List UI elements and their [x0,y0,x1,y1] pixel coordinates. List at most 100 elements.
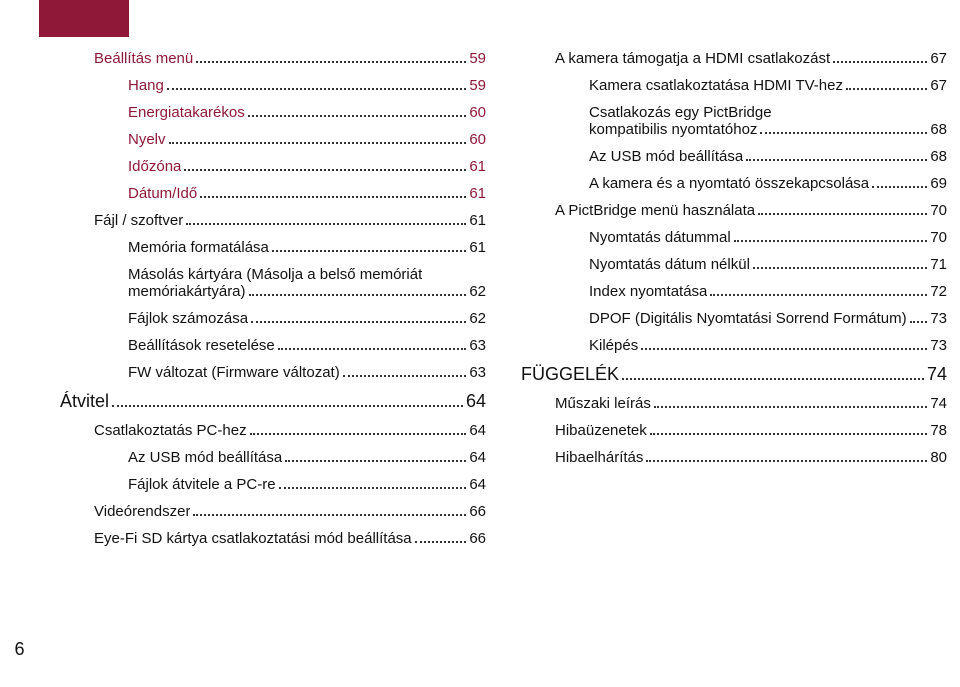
toc-entry: A kamera támogatja a HDMI csatlakozást 67 [555,50,947,67]
toc-title: Csatlakoztatás PC-hez [94,422,247,439]
toc-left-column: Beállítás menü59Hang59Energiatakarékos60… [60,50,486,657]
toc-leader-dots [343,368,467,377]
toc-title-text: memóriakártyára) [128,283,246,300]
toc-page-number: 59 [469,50,486,67]
toc-entry: Beállítás menü59 [94,50,486,67]
toc-page-number: 67 [930,50,947,67]
toc-page-number: 78 [930,422,947,439]
toc-leader-dots [833,54,927,63]
toc-page-number: 64 [469,476,486,493]
toc-title: FÜGGELÉK [521,364,619,385]
toc-container: Beállítás menü59Hang59Energiatakarékos60… [60,50,947,657]
toc-page-number: 66 [469,530,486,547]
toc-entry: Index nyomtatása72 [589,283,947,300]
toc-entry: Nyomtatás dátum nélkül 71 [589,256,947,273]
toc-entry: A kamera és a nyomtató összekapcsolása69 [589,175,947,192]
toc-title: Nyomtatás dátum nélkül [589,256,750,273]
toc-leader-dots [249,287,467,296]
toc-entry: Eye-Fi SD kártya csatlakoztatási mód beá… [94,530,486,547]
toc-title: FW változat (Firmware változat) [128,364,340,381]
toc-leader-dots [285,453,466,462]
toc-leader-dots [758,206,927,215]
toc-entry: Kamera csatlakoztatása HDMI TV-hez 67 [589,77,947,94]
toc-title: Memória formatálása [128,239,269,256]
toc-page-number: 80 [930,449,947,466]
toc-leader-dots [753,260,927,269]
toc-page-number: 64 [466,391,486,412]
toc-title: DPOF (Digitális Nyomtatási Sorrend Formá… [589,310,907,327]
toc-entry: Dátum/Idő61 [128,185,486,202]
toc-title: Nyelv [128,131,166,148]
toc-page-number: 60 [469,131,486,148]
toc-leader-dots [184,162,466,171]
toc-entry: Csatlakozás egy PictBridgekompatibilis n… [589,104,947,138]
toc-title: Kamera csatlakoztatása HDMI TV-hez [589,77,843,94]
toc-leader-dots [200,189,466,198]
toc-title: Hibaelhárítás [555,449,643,466]
toc-title: Az USB mód beállítása [128,449,282,466]
toc-leader-dots [186,216,466,225]
toc-page-number: 74 [927,364,947,385]
toc-page-number: 73 [930,310,947,327]
toc-title: A kamera és a nyomtató összekapcsolása [589,175,869,192]
toc-entry: FW változat (Firmware változat)63 [128,364,486,381]
toc-leader-dots [846,81,927,90]
toc-title: Átvitel [60,391,109,412]
page-number: 6 [14,639,24,660]
toc-leader-dots [196,54,466,63]
toc-title: Nyomtatás dátummal [589,229,731,246]
toc-entry: Az USB mód beállítása 64 [128,449,486,466]
toc-title: Hibaüzenetek [555,422,647,439]
toc-title: Hang [128,77,164,94]
toc-leader-dots [279,480,467,489]
toc-entry: Beállítások resetelése63 [128,337,486,354]
toc-page-number: 68 [930,121,947,138]
toc-title: A PictBridge menü használata [555,202,755,219]
toc-page-number: 74 [930,395,947,412]
toc-title: Dátum/Idő [128,185,197,202]
toc-leader-dots [641,341,927,350]
toc-entry: Nyelv 60 [128,131,486,148]
toc-page-number: 61 [469,239,486,256]
toc-title-line2: kompatibilis nyomtatóhoz68 [589,121,947,138]
toc-page-number: 70 [930,202,947,219]
toc-title: Időzóna [128,158,181,175]
toc-leader-dots [415,534,467,543]
toc-page-number: 68 [930,148,947,165]
toc-entry: Csatlakoztatás PC-hez 64 [94,422,486,439]
toc-entry: FÜGGELÉK 74 [521,364,947,385]
page-number-box: 6 [0,629,39,669]
toc-leader-dots [193,507,466,516]
toc-entry: Hibaelhárítás 80 [555,449,947,466]
toc-title: Az USB mód beállítása [589,148,743,165]
toc-entry: Memória formatálása 61 [128,239,486,256]
toc-title: A kamera támogatja a HDMI csatlakozást [555,50,830,67]
toc-leader-dots [760,125,927,134]
toc-page-number: 66 [469,503,486,520]
toc-title-line2: memóriakártyára)62 [128,283,486,300]
toc-title: Fájl / szoftver [94,212,183,229]
toc-page-number: 71 [930,256,947,273]
toc-entry: Hang59 [128,77,486,94]
toc-title: Videórendszer [94,503,190,520]
toc-page-number: 61 [469,212,486,229]
toc-entry: Fájl / szoftver 61 [94,212,486,229]
toc-leader-dots [272,243,466,252]
toc-title: Beállítások resetelése [128,337,275,354]
toc-page-number: 64 [469,422,486,439]
toc-leader-dots [872,179,927,188]
toc-page-number: 64 [469,449,486,466]
toc-entry: Másolás kártyára (Másolja a belső memóri… [128,266,486,300]
toc-title: Fájlok átvitele a PC-re [128,476,276,493]
toc-leader-dots [622,369,924,380]
toc-entry: Fájlok átvitele a PC-re 64 [128,476,486,493]
toc-leader-dots [169,135,467,144]
toc-page-number: 73 [930,337,947,354]
toc-title: Másolás kártyára (Másolja a belső memóri… [128,266,422,283]
toc-page-number: 67 [930,77,947,94]
toc-leader-dots [710,287,927,296]
toc-leader-dots [654,399,927,408]
toc-entry: A PictBridge menü használata 70 [555,202,947,219]
toc-leader-dots [910,314,928,323]
toc-entry: Műszaki leírás74 [555,395,947,412]
